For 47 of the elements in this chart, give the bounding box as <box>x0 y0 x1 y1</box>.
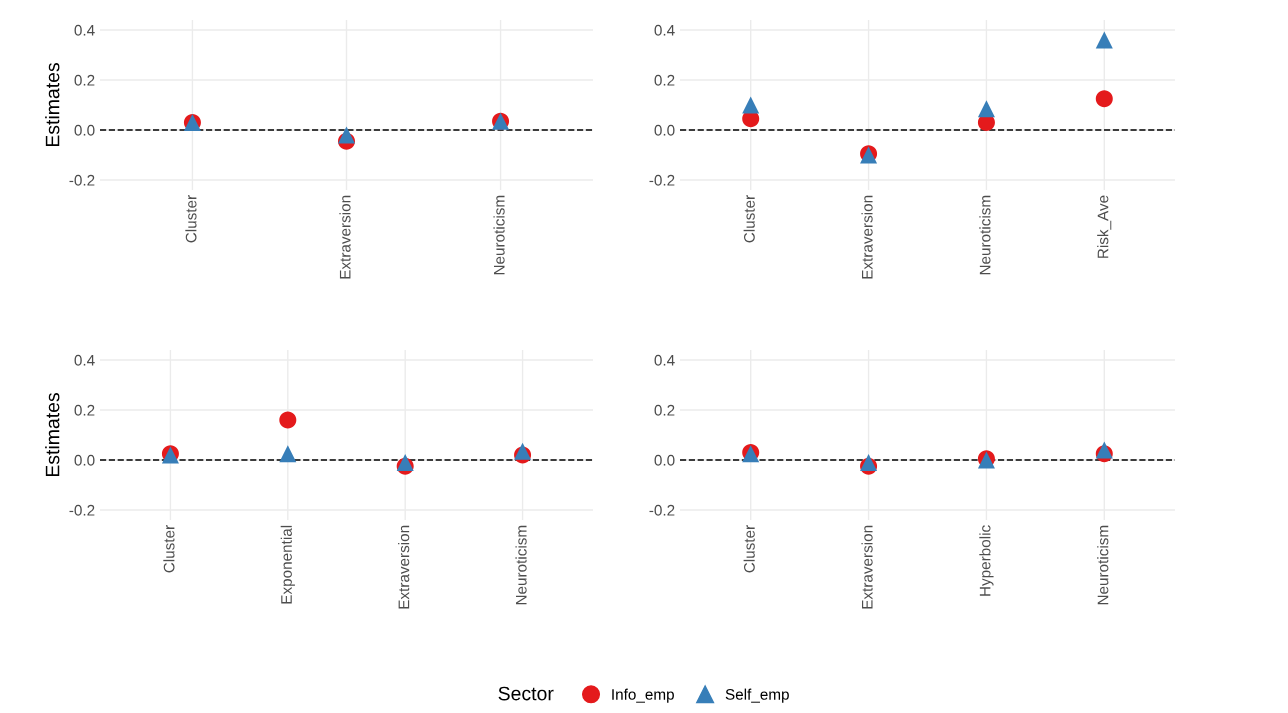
y-tick-label: 0.2 <box>74 74 95 86</box>
point <box>514 442 532 460</box>
x-tick-label: Risk_Ave <box>1097 195 1112 258</box>
point <box>977 100 995 118</box>
x-tick-label: Extraversion <box>861 525 873 609</box>
x-tick-label: Extraversion <box>398 525 410 609</box>
x-tick-label: Cluster <box>743 525 755 573</box>
x-tick-label: Extraversion <box>339 195 351 279</box>
y-tick-label: 0.0 <box>74 124 95 136</box>
y-tick-label: 0.2 <box>654 404 675 416</box>
point <box>279 445 297 463</box>
y-tick-label: -0.2 <box>69 174 95 186</box>
point <box>1095 441 1113 459</box>
x-tick-label: Hyperbolic <box>979 525 994 596</box>
x-tick-label: Neuroticism <box>493 195 505 275</box>
y-axis-title: Estimates <box>45 393 60 477</box>
point <box>1095 31 1113 49</box>
y-tick-label: 0.0 <box>74 454 95 466</box>
legend-title: Sector <box>498 686 554 701</box>
point <box>337 126 356 144</box>
y-tick-label: 0.0 <box>654 454 675 466</box>
y-tick-label: 0.4 <box>74 24 95 36</box>
x-tick-label: Cluster <box>743 195 755 243</box>
y-tick-label: -0.2 <box>649 174 675 186</box>
point <box>860 453 878 472</box>
y-axis-title: Estimates <box>45 63 60 147</box>
y-tick-label: -0.2 <box>649 504 675 516</box>
legend-label: Info_emp <box>612 688 674 703</box>
x-tick-label: Cluster <box>185 195 197 243</box>
x-tick-label: Extraversion <box>861 195 873 279</box>
x-tick-label: Exponential <box>280 525 295 604</box>
point <box>1095 90 1113 108</box>
y-tick-label: -0.2 <box>69 504 95 516</box>
point <box>396 453 414 472</box>
x-tick-label: Neuroticism <box>515 525 527 605</box>
point <box>742 96 760 114</box>
point <box>279 411 297 429</box>
legend-label: Self_emp <box>725 688 789 703</box>
y-tick-label: 0.2 <box>654 74 675 86</box>
x-tick-label: Neuroticism <box>979 195 991 275</box>
y-tick-label: 0.4 <box>654 24 675 36</box>
x-tick-label: Cluster <box>163 525 175 573</box>
y-tick-label: 0.4 <box>654 354 675 366</box>
y-tick-label: 0.4 <box>74 354 95 366</box>
y-tick-label: 0.2 <box>74 404 95 416</box>
y-tick-label: 0.0 <box>654 124 675 136</box>
x-tick-label: Neuroticism <box>1097 525 1109 605</box>
